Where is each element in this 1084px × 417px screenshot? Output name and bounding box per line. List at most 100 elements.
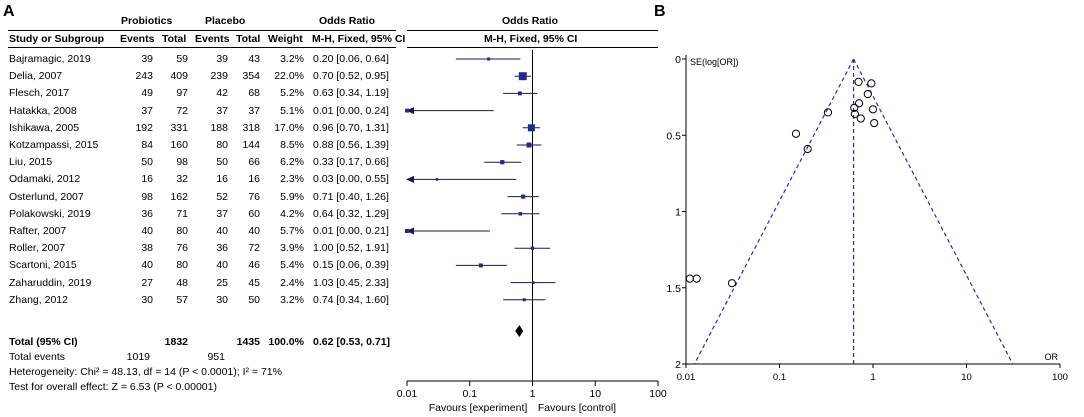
total1-cell: 97 bbox=[176, 87, 188, 100]
method-header: M-H, Fixed, 95% CI bbox=[312, 33, 406, 45]
ci-cell: 0.33 [0.17, 0.66] bbox=[313, 156, 389, 169]
study-name: Zhang, 2012 bbox=[9, 293, 68, 306]
header-rule-top-plot bbox=[407, 30, 658, 31]
study-marker bbox=[435, 178, 439, 181]
events2-header: Events bbox=[195, 33, 230, 45]
total2-cell: 354 bbox=[242, 70, 260, 83]
events2-cell: 36 bbox=[216, 242, 228, 255]
forest-x-axis: 0.01 0.1 1 10 100 Favours [experiment] Favours… bbox=[397, 50, 667, 414]
funnel-point bbox=[854, 77, 863, 86]
forest-tick-label: 0.1 bbox=[462, 388, 477, 400]
study-name: Delia, 2007 bbox=[9, 70, 63, 83]
total2-header: Total bbox=[236, 33, 261, 45]
ci-arrow bbox=[406, 107, 414, 115]
funnel-y-tick-label: 1 bbox=[675, 207, 681, 219]
funnel-y-tick-label: 0 bbox=[675, 54, 681, 66]
total-total2: 1435 bbox=[236, 336, 260, 348]
total1-cell: 48 bbox=[176, 276, 188, 289]
weight-cell: 3.2% bbox=[280, 53, 304, 65]
events1-cell: 30 bbox=[141, 293, 153, 306]
forest-tick-label: 1 bbox=[530, 388, 536, 400]
ci-cell: 1.00 [0.52, 1.91] bbox=[313, 242, 389, 255]
events2-cell: 188 bbox=[210, 121, 228, 134]
favours-control-label: Favours [control] bbox=[538, 402, 616, 414]
total-events1: 1019 bbox=[126, 351, 150, 363]
ci-cell: 0.74 [0.34, 1.60] bbox=[313, 293, 389, 306]
funnel-point bbox=[868, 105, 878, 114]
events1-cell: 84 bbox=[141, 139, 153, 151]
total1-cell: 32 bbox=[176, 173, 188, 186]
study-marker bbox=[517, 91, 522, 96]
total1-cell: 59 bbox=[176, 53, 188, 65]
funnel-right-limit bbox=[853, 58, 1014, 365]
study-name: Flesch, 2017 bbox=[9, 87, 70, 100]
funnel-point bbox=[850, 109, 859, 119]
events2-cell: 25 bbox=[216, 276, 228, 289]
total1-cell: 80 bbox=[176, 259, 188, 272]
heterogeneity-text: Heterogeneity: Chi² = 48.13, df = 14 (P … bbox=[9, 366, 282, 378]
funnel-x-label: OR bbox=[1045, 352, 1059, 362]
ci-cell: 0.70 [0.52, 0.95] bbox=[313, 70, 389, 83]
ci-cell: 0.20 [0.06, 0.64] bbox=[313, 53, 389, 65]
study-name: Hatakka, 2008 bbox=[9, 104, 77, 117]
weight-cell: 3.2% bbox=[280, 293, 304, 306]
total2-cell: 76 bbox=[248, 190, 260, 203]
events1-cell: 39 bbox=[141, 53, 153, 65]
header-rule-top bbox=[8, 30, 396, 31]
events1-cell: 98 bbox=[141, 190, 153, 203]
ci-arrow bbox=[406, 227, 414, 235]
events2-cell: 39 bbox=[216, 53, 228, 65]
weight-cell: 17.0% bbox=[274, 121, 304, 134]
funnel-point bbox=[727, 279, 737, 288]
funnel-point bbox=[856, 114, 865, 123]
weight-cell: 5.9% bbox=[280, 190, 304, 203]
events2-cell: 50 bbox=[216, 156, 228, 169]
header-rule-bottom-plot bbox=[407, 47, 658, 48]
total-ci: 0.62 [0.53, 0.71] bbox=[313, 336, 391, 348]
total1-cell: 331 bbox=[170, 121, 188, 134]
study-marker bbox=[527, 124, 535, 132]
events1-cell: 38 bbox=[141, 242, 153, 255]
or-column-header: Odds Ratio bbox=[319, 15, 376, 27]
total1-header: Total bbox=[162, 33, 187, 45]
panel-a-label: A bbox=[3, 3, 15, 20]
funnel-point bbox=[863, 89, 872, 99]
funnel-point bbox=[854, 99, 864, 108]
weight-cell: 3.9% bbox=[280, 242, 304, 255]
total2-cell: 46 bbox=[248, 259, 260, 272]
funnel-point bbox=[823, 108, 833, 117]
weight-cell: 2.4% bbox=[280, 276, 304, 289]
ci-cell: 0.88 [0.56, 1.39] bbox=[313, 139, 389, 151]
study-marker bbox=[526, 142, 532, 148]
study-name: Osterlund, 2007 bbox=[9, 190, 84, 203]
weight-cell: 2.3% bbox=[280, 173, 304, 186]
study-marker bbox=[405, 108, 409, 113]
weight-cell: 4.2% bbox=[280, 207, 304, 220]
total2-cell: 16 bbox=[248, 173, 260, 186]
funnel-y-label: SE(log[OR]) bbox=[690, 57, 739, 67]
total2-cell: 50 bbox=[248, 293, 260, 306]
total2-cell: 60 bbox=[248, 207, 260, 220]
events1-cell: 40 bbox=[141, 225, 153, 237]
weight-cell: 6.2% bbox=[280, 156, 304, 169]
study-marker bbox=[522, 298, 526, 302]
total2-cell: 318 bbox=[242, 121, 260, 134]
total-weight: 100.0% bbox=[268, 336, 304, 348]
study-name: Kotzampassi, 2015 bbox=[9, 139, 99, 151]
study-name: Roller, 2007 bbox=[9, 242, 66, 255]
study-marker bbox=[530, 246, 535, 250]
events2-cell: 40 bbox=[216, 259, 228, 272]
events1-header: Events bbox=[120, 33, 155, 45]
weight-cell: 5.1% bbox=[280, 104, 304, 117]
ci-cell: 1.03 [0.45, 2.33] bbox=[313, 276, 389, 289]
events2-cell: 30 bbox=[216, 293, 228, 306]
total2-cell: 43 bbox=[248, 53, 260, 65]
study-marker bbox=[518, 212, 523, 216]
funnel-left-limit bbox=[693, 58, 855, 365]
events1-cell: 192 bbox=[135, 121, 153, 134]
total1-cell: 80 bbox=[176, 225, 188, 237]
study-name: Polakowski, 2019 bbox=[9, 207, 91, 220]
total1-cell: 162 bbox=[170, 190, 188, 203]
